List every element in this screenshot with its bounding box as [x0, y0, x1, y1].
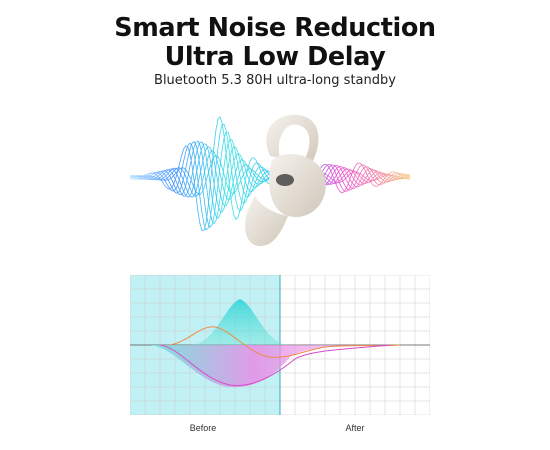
before-label: Before — [189, 423, 217, 433]
cancellation-area — [150, 345, 380, 388]
cyan-peak — [190, 299, 290, 345]
earbud-sound-wave-illustration — [129, 114, 411, 246]
noise-reduction-chart — [130, 275, 430, 415]
magenta-wave — [159, 344, 391, 387]
orange-wave — [169, 326, 401, 358]
after-label: After — [345, 423, 365, 433]
headline-line-1: Smart Noise Reduction — [114, 13, 436, 43]
headline-line-2: Ultra Low Delay — [164, 42, 386, 72]
earbud-icon — [245, 114, 326, 246]
subtitle: Bluetooth 5.3 80H ultra-long standby — [154, 73, 396, 88]
